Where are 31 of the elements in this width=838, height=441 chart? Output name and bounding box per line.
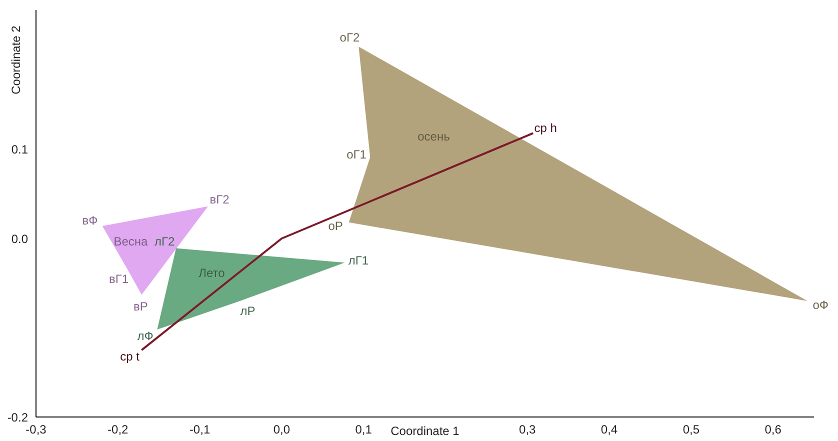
y-tick-label: 0.1	[11, 142, 28, 156]
x-tick-label: -0,3	[26, 422, 47, 437]
annotation: оГ1	[346, 147, 367, 162]
annotation: лГ2	[154, 234, 175, 248]
annotation: вГ2	[210, 192, 230, 207]
annotation: вФ	[82, 213, 98, 228]
annotation: лГ1	[348, 253, 369, 268]
annotation: ср h	[534, 120, 557, 135]
annotation: лФ	[137, 328, 154, 343]
annotation: оГ2	[340, 30, 360, 44]
y-tick-label: 0.0	[11, 232, 28, 246]
annotation: лР	[240, 304, 256, 318]
annotation: оР	[328, 219, 343, 234]
annotation: ср t	[120, 349, 140, 364]
x-tick-label: -0,2	[108, 422, 129, 437]
x-tick-label: 0,0	[273, 422, 290, 437]
series-label: Лето	[198, 266, 226, 280]
annotation: вР	[133, 300, 148, 314]
series-label: Весна	[114, 234, 148, 248]
x-tick-label: 0,6	[764, 422, 782, 437]
series-label: осень	[418, 130, 450, 144]
annotation: вГ1	[108, 272, 129, 286]
x-tick-label: 0,4	[600, 422, 618, 437]
y-axis-title: Coordinate 2	[9, 25, 23, 94]
x-tick-label: 0,5	[682, 422, 700, 437]
x-tick-label: 0,3	[519, 422, 536, 437]
y-tick-label: -0.2	[7, 410, 28, 424]
x-axis-title: Coordinate 1	[390, 424, 460, 438]
x-tick-label: 0,1	[355, 422, 372, 437]
annotation: оФ	[812, 298, 829, 312]
x-tick-label: -0,1	[189, 422, 210, 437]
